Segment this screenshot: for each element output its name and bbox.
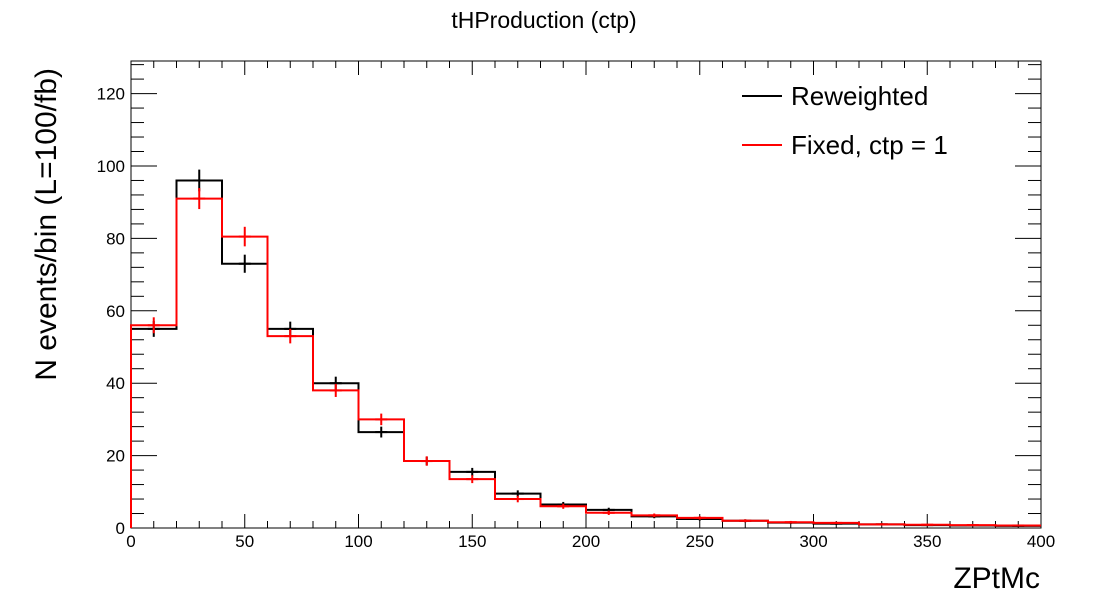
x-tick-label: 150 xyxy=(458,532,486,551)
y-tick-label: 20 xyxy=(106,447,125,466)
x-tick-label: 250 xyxy=(686,532,714,551)
y-axis-title: N events/bin (L=100/fb) xyxy=(30,68,63,381)
y-tick-label: 120 xyxy=(97,85,125,104)
x-tick-label: 300 xyxy=(799,532,827,551)
chart-title: tHProduction (ctp) xyxy=(451,7,636,33)
y-tick-label: 60 xyxy=(106,302,125,321)
legend: Reweighted Fixed, ctp = 1 xyxy=(742,81,948,160)
y-tick-label: 100 xyxy=(97,157,125,176)
series-fixed xyxy=(130,188,1041,528)
y-tick-label: 80 xyxy=(106,229,125,248)
x-axis-title: ZPtMc xyxy=(953,562,1040,595)
legend-label-fixed: Fixed, ctp = 1 xyxy=(791,130,948,160)
x-tick-label: 200 xyxy=(572,532,600,551)
x-tick-label: 0 xyxy=(126,532,135,551)
x-tick-label: 50 xyxy=(235,532,254,551)
y-tick-label: 40 xyxy=(106,374,125,393)
x-tick-label: 350 xyxy=(913,532,941,551)
plot-area: 0 50 100 150 200 250 300 350 400 0 20 40 60 80 100 120 xyxy=(97,60,1055,551)
histogram-fixed xyxy=(130,197,1041,528)
legend-label-reweighted: Reweighted xyxy=(791,81,928,111)
x-tick-label: 100 xyxy=(344,532,372,551)
x-tick-label: 400 xyxy=(1027,532,1055,551)
y-tick-label: 0 xyxy=(116,519,125,538)
